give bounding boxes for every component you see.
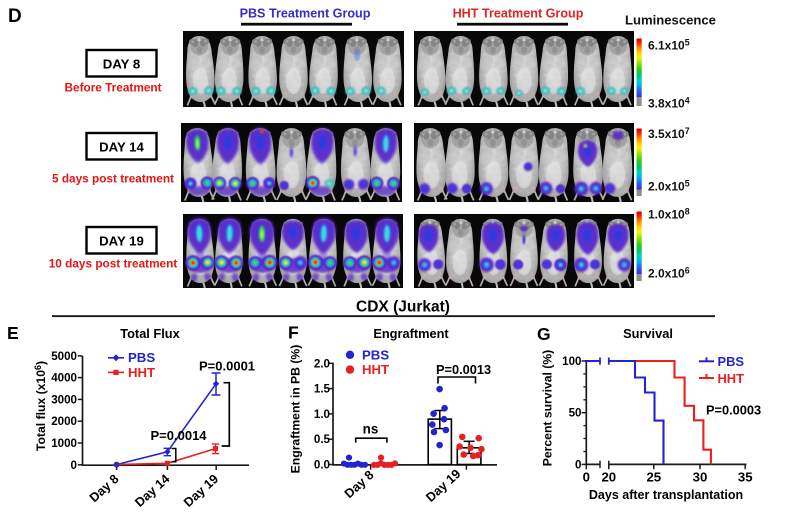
svg-text:P=0.0001: P=0.0001 bbox=[199, 358, 255, 373]
svg-text:0: 0 bbox=[583, 470, 590, 485]
svg-text:2.0x105: 2.0x105 bbox=[648, 179, 690, 194]
svg-text:DAY 19: DAY 19 bbox=[99, 234, 144, 249]
svg-text:Days after transplantation: Days after transplantation bbox=[589, 488, 743, 502]
svg-text:0.0: 0.0 bbox=[314, 459, 330, 472]
svg-text:30: 30 bbox=[693, 470, 708, 485]
svg-text:G: G bbox=[537, 324, 551, 344]
svg-text:2.0x106: 2.0x106 bbox=[648, 266, 690, 281]
svg-text:DAY 8: DAY 8 bbox=[103, 57, 140, 72]
svg-text:Engraftment: Engraftment bbox=[373, 326, 449, 341]
svg-text:5000: 5000 bbox=[51, 350, 77, 363]
svg-text:1.0x108: 1.0x108 bbox=[648, 207, 690, 222]
svg-text:P=0.0014: P=0.0014 bbox=[151, 428, 208, 443]
svg-text:0: 0 bbox=[575, 458, 581, 471]
svg-text:E: E bbox=[7, 323, 19, 343]
svg-text:D: D bbox=[8, 6, 22, 27]
svg-text:2000: 2000 bbox=[51, 415, 77, 428]
svg-text:1.0: 1.0 bbox=[314, 408, 330, 421]
svg-text:3.5x107: 3.5x107 bbox=[648, 126, 690, 141]
svg-text:1.5: 1.5 bbox=[314, 383, 331, 396]
svg-text:20: 20 bbox=[601, 470, 616, 485]
svg-text:Before Treatment: Before Treatment bbox=[64, 81, 161, 95]
svg-text:HHT: HHT bbox=[362, 362, 389, 377]
svg-text:HHT: HHT bbox=[718, 371, 745, 386]
svg-text:4000: 4000 bbox=[51, 372, 77, 385]
svg-text:DAY 14: DAY 14 bbox=[99, 140, 144, 155]
svg-text:50: 50 bbox=[569, 407, 582, 420]
svg-text:3.8x104: 3.8x104 bbox=[648, 96, 690, 111]
svg-text:Total flux (x106): Total flux (x106) bbox=[33, 361, 48, 451]
svg-text:PBS Treatment Group: PBS Treatment Group bbox=[240, 6, 371, 20]
svg-text:ns: ns bbox=[363, 422, 379, 437]
svg-text:P=0.0013: P=0.0013 bbox=[436, 362, 491, 377]
svg-text:PBS: PBS bbox=[128, 350, 155, 365]
svg-text:100: 100 bbox=[562, 355, 581, 368]
svg-text:5 days post treatment: 5 days post treatment bbox=[52, 172, 174, 186]
svg-text:35: 35 bbox=[738, 470, 753, 485]
svg-text:HHT Treatment Group: HHT Treatment Group bbox=[453, 6, 584, 20]
svg-text:Luminescence: Luminescence bbox=[625, 13, 716, 28]
svg-text:0: 0 bbox=[71, 459, 77, 472]
svg-text:3000: 3000 bbox=[51, 393, 77, 406]
svg-text:25: 25 bbox=[646, 470, 661, 485]
svg-text:2.0: 2.0 bbox=[314, 357, 330, 370]
svg-text:Total Flux: Total Flux bbox=[120, 326, 180, 341]
svg-text:PBS: PBS bbox=[362, 347, 389, 362]
svg-text:Percent survival (%): Percent survival (%) bbox=[541, 350, 555, 467]
svg-text:PBS: PBS bbox=[718, 354, 745, 369]
svg-text:Survival: Survival bbox=[623, 326, 673, 341]
svg-text:HHT: HHT bbox=[128, 365, 155, 380]
svg-text:0.5: 0.5 bbox=[314, 433, 331, 446]
svg-text:P=0.0003: P=0.0003 bbox=[706, 403, 761, 418]
svg-text:F: F bbox=[288, 323, 299, 343]
svg-text:Engraftment in PB (%): Engraftment in PB (%) bbox=[289, 345, 303, 474]
svg-text:10 days post treatment: 10 days post treatment bbox=[49, 257, 178, 271]
svg-text:6.1x105: 6.1x105 bbox=[648, 38, 690, 53]
svg-text:CDX (Jurkat): CDX (Jurkat) bbox=[356, 299, 450, 316]
svg-text:1000: 1000 bbox=[51, 437, 77, 450]
